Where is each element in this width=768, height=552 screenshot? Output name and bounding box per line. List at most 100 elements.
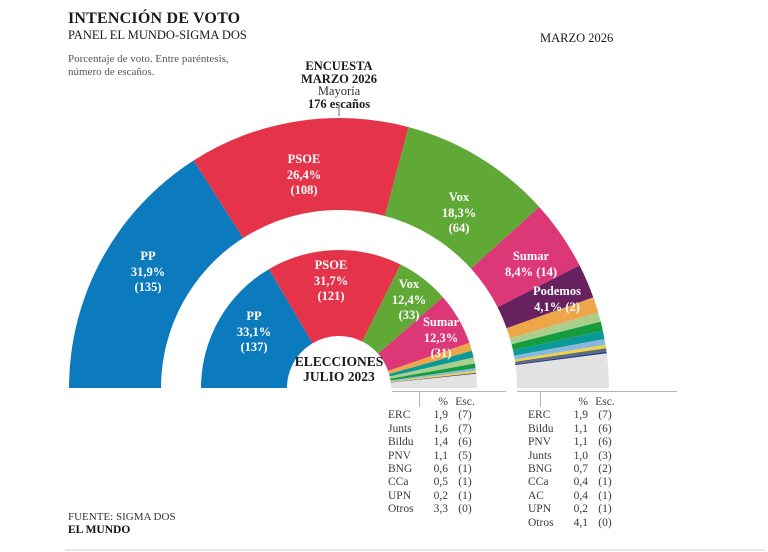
segment-elecciones-2023-bildu [389, 357, 475, 379]
table-row-esc: (5) [458, 449, 472, 462]
segment-encuesta-2026-podemos [497, 265, 594, 329]
table-row-esc: (0) [458, 503, 472, 516]
majority-seats: 176 escaños [307, 96, 371, 111]
table-row-esc: (7) [598, 409, 612, 422]
segment-elecciones-2023-otros [390, 373, 477, 388]
table-row-esc: (0) [598, 516, 612, 529]
table-row-esc: (1) [458, 476, 472, 489]
table-row-party: UPN [388, 489, 412, 502]
page-title: INTENCIÓN DE VOTO [68, 10, 241, 27]
table-row-pct: 4,1 [573, 516, 588, 529]
table-row-pct: 0,2 [573, 503, 588, 516]
segment-elecciones-2023-cca [390, 370, 477, 383]
table-row-pct: 0,7 [573, 463, 588, 476]
segment-elecciones-2023-erc [388, 342, 472, 374]
table-row-pct: 1,1 [433, 449, 448, 462]
table-row-pct: 1,1 [573, 422, 588, 435]
segment-elecciones-2023-bng [390, 368, 476, 382]
segment-encuesta-2026-sumar [471, 206, 580, 308]
table-row-party: BNG [388, 463, 413, 476]
table-row-party: ERC [528, 409, 551, 422]
date-label: MARZO 2026 [540, 31, 614, 45]
survey-label-line1: ENCUESTA [305, 59, 373, 73]
table-row-esc: (1) [598, 503, 612, 516]
bracket-left [392, 391, 506, 407]
segment-encuesta-2026-vox [384, 127, 540, 269]
table-row-pct: 1,1 [573, 436, 588, 449]
brand-label: EL MUNDO [68, 523, 131, 536]
table-row-esc: (7) [458, 409, 472, 422]
table-row-party: UPN [528, 503, 552, 516]
page-subtitle: PANEL EL MUNDO-SIGMA DOS [68, 28, 247, 42]
table-right-header-esc: Esc. [595, 396, 615, 408]
survey-label-line2: MARZO 2026 [300, 71, 378, 86]
table-row-pct: 0,4 [573, 476, 588, 489]
segment-encuesta-2026-erc [506, 297, 599, 339]
table-row-party: Otros [388, 503, 414, 516]
segment-elecciones-2023-psoe [269, 249, 401, 344]
segment-encuesta-2026-upn [515, 351, 607, 366]
table-left-header-esc: Esc. [455, 396, 475, 408]
table-row-party: Bildu [388, 436, 414, 449]
table-row-esc: (6) [598, 436, 612, 449]
table-row-esc: (1) [458, 463, 472, 476]
table-row-esc: (1) [598, 476, 612, 489]
table-row-esc: (3) [598, 449, 612, 462]
table-row-pct: 1,6 [433, 422, 448, 435]
table-row-party: BNG [528, 463, 553, 476]
segment-encuesta-2026-bildu [509, 312, 601, 345]
segment-elecciones-2023-vox [362, 264, 443, 354]
segment-encuesta-2026-ac [515, 348, 607, 365]
segment-elecciones-2023-upn [390, 372, 477, 383]
table-row-party: ERC [388, 409, 411, 422]
segment-elecciones-2023-junts [389, 350, 474, 377]
chart-arcs [69, 118, 609, 388]
note-line-1: Porcentaje de voto. Entre paréntesis, [68, 53, 229, 65]
table-right-header-spacer [528, 396, 564, 409]
table-row-esc: (1) [458, 489, 472, 502]
table-row-pct: 1,4 [433, 436, 448, 449]
segment-encuesta-2026-junts [512, 330, 605, 356]
table-row-party: CCa [388, 476, 409, 489]
segment-encuesta-2026-pp [69, 160, 244, 388]
table-row-party: AC [528, 489, 544, 502]
segment-encuesta-2026-otros [515, 353, 609, 388]
table-row-party: Junts [388, 422, 412, 435]
segment-encuesta-2026-cca [514, 344, 607, 362]
election-label-line2: JULIO 2023 [303, 368, 375, 384]
table-row-pct: 0,6 [433, 463, 448, 476]
table-row-esc: (1) [598, 489, 612, 502]
bracket-right [517, 391, 677, 407]
segment-encuesta-2026-psoe [193, 118, 409, 239]
table-row-esc: (6) [598, 422, 612, 435]
small-parties-table-2026: % Esc. ERC 1,9 (7) Bildu 1,1 (6) PNV 1,1 (6) Junt… [528, 396, 618, 530]
small-parties-table-2023: % Esc. ERC 1,9 (7) Junts 1,6 (7) Bildu 1,4 (6) PN… [388, 396, 478, 517]
table-right-header-pct: % [578, 396, 588, 408]
footer: FUENTE: SIGMA DOS EL MUNDO [68, 511, 176, 536]
table-row-party: Otros [528, 516, 554, 529]
table-row-party: PNV [388, 449, 412, 462]
table-row-pct: 0,4 [573, 489, 588, 502]
segment-encuesta-2026-pnv [511, 321, 603, 351]
table-row-party: Bildu [528, 422, 554, 435]
segment-elecciones-2023-pp [201, 269, 313, 388]
table-row-party: CCa [528, 476, 549, 489]
table-row-pct: 1,0 [573, 449, 588, 462]
election-ring-label: ELECCIONES JULIO 2023 [294, 354, 384, 384]
table-left-header-pct: % [438, 396, 448, 408]
table-row-pct: 1,9 [433, 409, 448, 422]
source-label: FUENTE: SIGMA DOS [68, 511, 176, 523]
survey-ring-label: ENCUESTA MARZO 2026 Mayoría 176 escaños [301, 60, 377, 110]
table-left-header-spacer [388, 396, 424, 409]
segment-encuesta-2026-bng [514, 339, 606, 360]
table-row-pct: 3,3 [433, 503, 448, 516]
election-label-line1: ELECCIONES [294, 354, 384, 369]
chart-note: Porcentaje de voto. Entre paréntesis, nú… [68, 53, 229, 79]
table-row-esc: (7) [458, 422, 472, 435]
table-row-party: Junts [528, 449, 552, 462]
segment-elecciones-2023-sumar [378, 297, 470, 372]
segment-elecciones-2023-pnv [390, 363, 476, 381]
table-row-pct: 1,9 [573, 409, 588, 422]
